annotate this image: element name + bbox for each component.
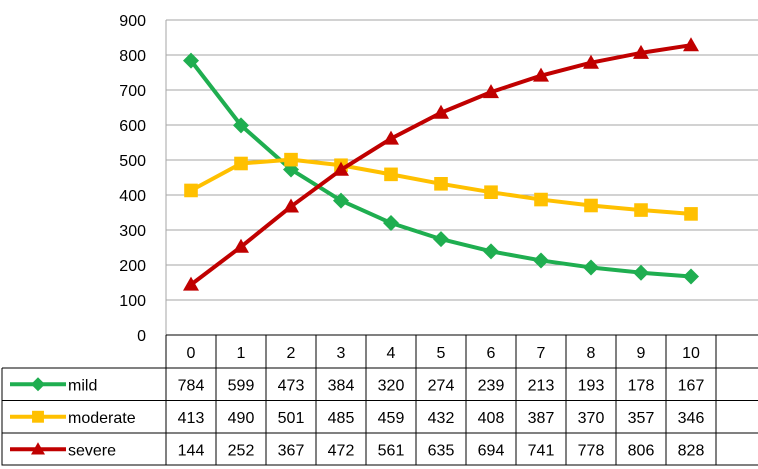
- data-point: [333, 192, 349, 209]
- x-category-label: 4: [387, 345, 396, 362]
- data-label: 561: [378, 442, 405, 459]
- legend-key-marker: [31, 442, 45, 455]
- data-label: 485: [328, 410, 355, 427]
- data-label: 144: [178, 442, 205, 459]
- legend-label: severe: [68, 442, 116, 459]
- data-label: 408: [478, 410, 505, 427]
- data-label: 432: [428, 410, 455, 427]
- data-label: 193: [578, 377, 605, 394]
- series-line-severe: [189, 43, 693, 287]
- x-category-label: 3: [337, 345, 346, 362]
- y-tick-label: 400: [119, 188, 146, 205]
- data-label: 472: [328, 442, 355, 459]
- data-point: [484, 185, 498, 199]
- data-label: 490: [228, 410, 255, 427]
- data-label: 778: [578, 442, 605, 459]
- data-label: 370: [578, 410, 605, 427]
- data-table: 0 1 2 3 4 5 6 7 8 9 10 mild 784 599 473 384 320 274 239 213…: [1, 334, 758, 466]
- legend-key-marker: [32, 410, 44, 423]
- data-label: 357: [628, 410, 655, 427]
- x-category-label: 8: [587, 345, 596, 362]
- data-point: [283, 198, 299, 213]
- data-point: [234, 156, 248, 171]
- data-label: 784: [178, 377, 205, 394]
- data-point: [383, 130, 399, 145]
- data-point: [633, 264, 649, 281]
- y-tick-label: 200: [119, 258, 146, 275]
- series-group: [183, 37, 699, 291]
- y-axis: 0 100 200 300 400 500 600 700 800 900: [119, 13, 146, 345]
- x-category-label: 0: [187, 345, 196, 362]
- data-point: [483, 84, 499, 99]
- y-tick-label: 900: [119, 13, 146, 30]
- legend-key-marker: [31, 377, 45, 392]
- data-label: 694: [478, 442, 505, 459]
- x-category-label: 9: [637, 345, 646, 362]
- data-point: [583, 54, 599, 69]
- data-label: 346: [678, 410, 705, 427]
- data-label: 239: [478, 377, 505, 394]
- series-mild: [183, 52, 699, 285]
- data-point: [434, 177, 448, 191]
- data-label: 828: [678, 442, 705, 459]
- x-category-label: 5: [437, 345, 446, 362]
- data-point: [683, 268, 699, 285]
- data-point: [183, 52, 199, 69]
- data-point: [634, 203, 648, 217]
- data-point: [533, 252, 549, 269]
- y-tick-label: 0: [137, 328, 146, 345]
- data-point: [633, 44, 649, 59]
- data-label: 274: [428, 377, 455, 394]
- data-point: [534, 192, 548, 207]
- legend-label: mild: [68, 377, 97, 394]
- x-category-label: 2: [287, 345, 296, 362]
- data-label: 213: [528, 377, 555, 394]
- data-label: 635: [428, 442, 455, 459]
- legend-label: moderate: [68, 410, 136, 427]
- y-tick-label: 500: [119, 153, 146, 170]
- x-category-label: 1: [237, 345, 246, 362]
- data-label: 167: [678, 377, 705, 394]
- data-point: [284, 152, 298, 167]
- data-point: [533, 67, 549, 82]
- data-point: [433, 104, 449, 119]
- data-point: [233, 238, 249, 253]
- data-point: [483, 243, 499, 260]
- data-label: 741: [528, 442, 555, 459]
- data-point: [684, 207, 698, 221]
- data-label: 599: [228, 377, 255, 394]
- data-label: 384: [328, 377, 355, 394]
- y-tick-label: 600: [119, 118, 146, 135]
- y-tick-label: 100: [119, 293, 146, 310]
- data-label: 387: [528, 410, 555, 427]
- data-point: [384, 167, 398, 182]
- series-severe: [183, 37, 699, 291]
- data-point: [433, 231, 449, 248]
- x-category-label: 7: [537, 345, 546, 362]
- y-tick-label: 800: [119, 48, 146, 65]
- data-point: [584, 198, 598, 213]
- data-label: 413: [178, 410, 205, 427]
- data-point: [183, 276, 199, 291]
- data-point: [184, 183, 198, 198]
- data-label: 252: [228, 442, 255, 459]
- data-label: 473: [278, 377, 305, 394]
- y-tick-label: 700: [119, 83, 146, 100]
- y-tick-label: 300: [119, 223, 146, 240]
- data-label: 367: [278, 442, 305, 459]
- data-point: [683, 37, 699, 52]
- data-label: 178: [628, 377, 655, 394]
- data-point: [233, 117, 249, 134]
- x-category-label: 10: [682, 345, 700, 362]
- data-point: [583, 259, 599, 276]
- data-label: 320: [378, 377, 405, 394]
- series-moderate: [184, 152, 698, 221]
- x-category-label: 6: [487, 345, 496, 362]
- data-label: 459: [378, 410, 405, 427]
- data-point: [333, 161, 349, 176]
- data-label: 806: [628, 442, 655, 459]
- data-point: [383, 215, 399, 231]
- data-label: 501: [278, 410, 305, 427]
